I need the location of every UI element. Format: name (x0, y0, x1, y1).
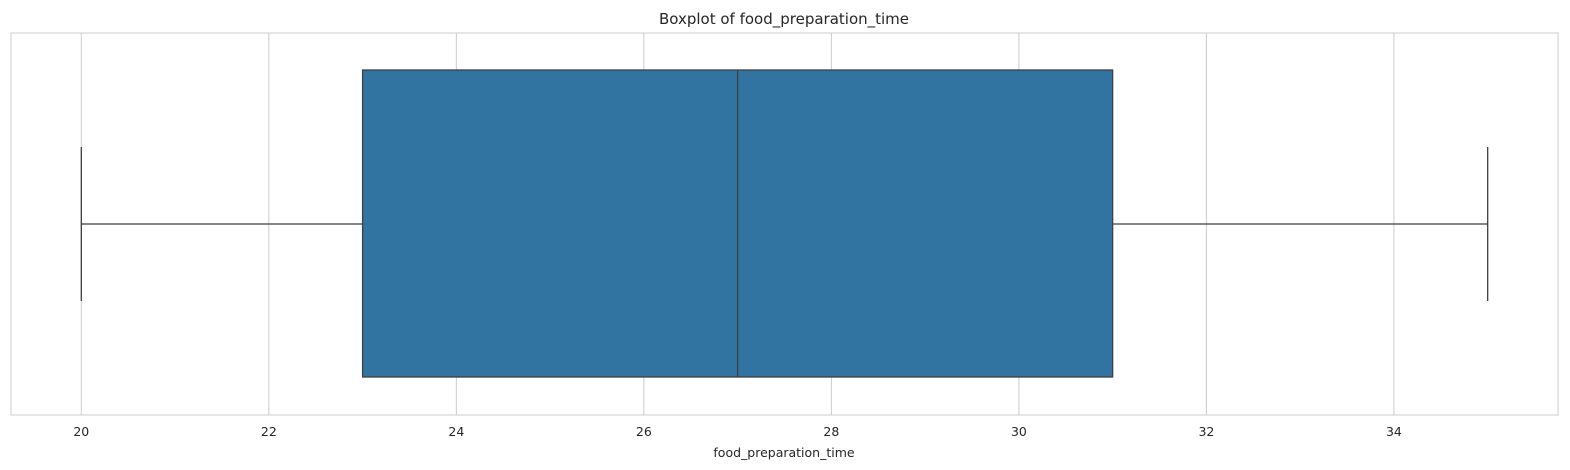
plot-frame (10, 32, 1559, 416)
x-tick-labels: 20 22 24 26 28 30 32 34 (73, 424, 1402, 439)
x-tick-label-24: 24 (448, 424, 464, 439)
x-tick-label-28: 28 (823, 424, 839, 439)
x-tick-label-34: 34 (1386, 424, 1402, 439)
x-axis-label: food_preparation_time (713, 445, 855, 460)
box-plot (80, 69, 1489, 378)
x-tick-label-32: 32 (1198, 424, 1214, 439)
x-tick-label-20: 20 (73, 424, 89, 439)
x-tick-label-22: 22 (261, 424, 277, 439)
chart-title: Boxplot of food_preparation_time (659, 10, 909, 29)
x-tick-label-30: 30 (1011, 424, 1027, 439)
x-tick-label-26: 26 (636, 424, 652, 439)
